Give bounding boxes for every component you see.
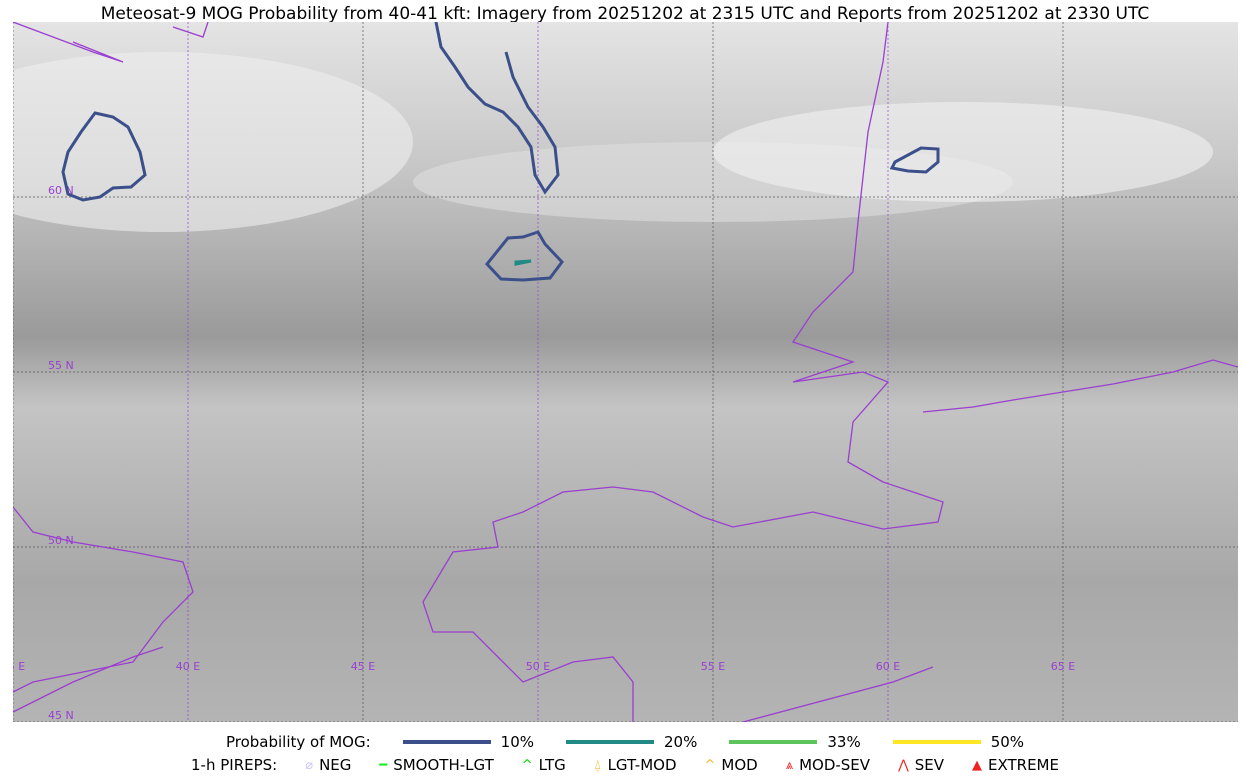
legend-item: 10% xyxy=(500,733,535,751)
triangle-icon: ▲ xyxy=(972,757,982,773)
caret-icon: ^ xyxy=(521,757,533,773)
lon-label: 35 E xyxy=(13,660,25,673)
lat-label: 50 N xyxy=(48,534,74,547)
lat-label: 55 N xyxy=(48,359,74,372)
caret-icon: ^ xyxy=(704,757,716,773)
legend-item: LTG xyxy=(538,756,566,774)
legend-item: SMOOTH-LGT xyxy=(393,756,494,774)
lon-label: 55 E xyxy=(701,660,725,673)
legend-item: MOD-SEV xyxy=(799,756,871,774)
lon-label: 60 E xyxy=(876,660,900,673)
map: 35 E40 E45 E50 E55 E60 E65 E60 N55 N50 N… xyxy=(13,22,1238,722)
neg-circle-icon: ⌀ xyxy=(305,757,314,773)
lon-label: 50 E xyxy=(526,660,550,673)
legend-item: SEV xyxy=(914,756,944,774)
pirep-legend-label: 1-h PIREPS: xyxy=(191,756,278,774)
lat-label: 45 N xyxy=(48,709,74,722)
double-caret-bar-icon: ⩓ xyxy=(785,757,794,773)
legend-item: LGT-MOD xyxy=(607,756,677,774)
legend-item: EXTREME xyxy=(988,756,1059,774)
mog-20pct-contour xyxy=(514,259,532,266)
line-swatch-icon xyxy=(892,740,981,744)
legend-item: MOD xyxy=(721,756,758,774)
chart-title: Meteosat-9 MOG Probability from 40-41 kf… xyxy=(100,4,1150,24)
caret-bar-icon: ⍙ xyxy=(593,757,602,773)
line-swatch-icon xyxy=(729,740,818,744)
line-swatch-icon xyxy=(566,740,655,744)
legend-item: 20% xyxy=(664,733,698,751)
prob-legend-label: Probability of MOG: xyxy=(225,733,371,751)
legend-item: 33% xyxy=(827,733,861,751)
lon-label: 40 E xyxy=(176,660,200,673)
lon-label: 65 E xyxy=(1051,660,1075,673)
legend-item: 50% xyxy=(990,733,1025,751)
lon-label: 45 E xyxy=(351,660,375,673)
mog-10pct-contours xyxy=(61,22,940,282)
coastlines xyxy=(13,22,1238,722)
double-caret-icon: ⋀ xyxy=(898,757,909,773)
pirep-legend: 1-h PIREPS: ⌀ NEG ━ SMOOTH-LGT ^ LTG ⍙ LGT-M… xyxy=(0,756,1250,774)
legend-item: NEG xyxy=(319,756,352,774)
probability-legend: Probability of MOG: 10% 20% 33% 50% xyxy=(0,733,1250,751)
line-icon: ━ xyxy=(379,757,388,773)
line-swatch-icon xyxy=(402,740,491,744)
